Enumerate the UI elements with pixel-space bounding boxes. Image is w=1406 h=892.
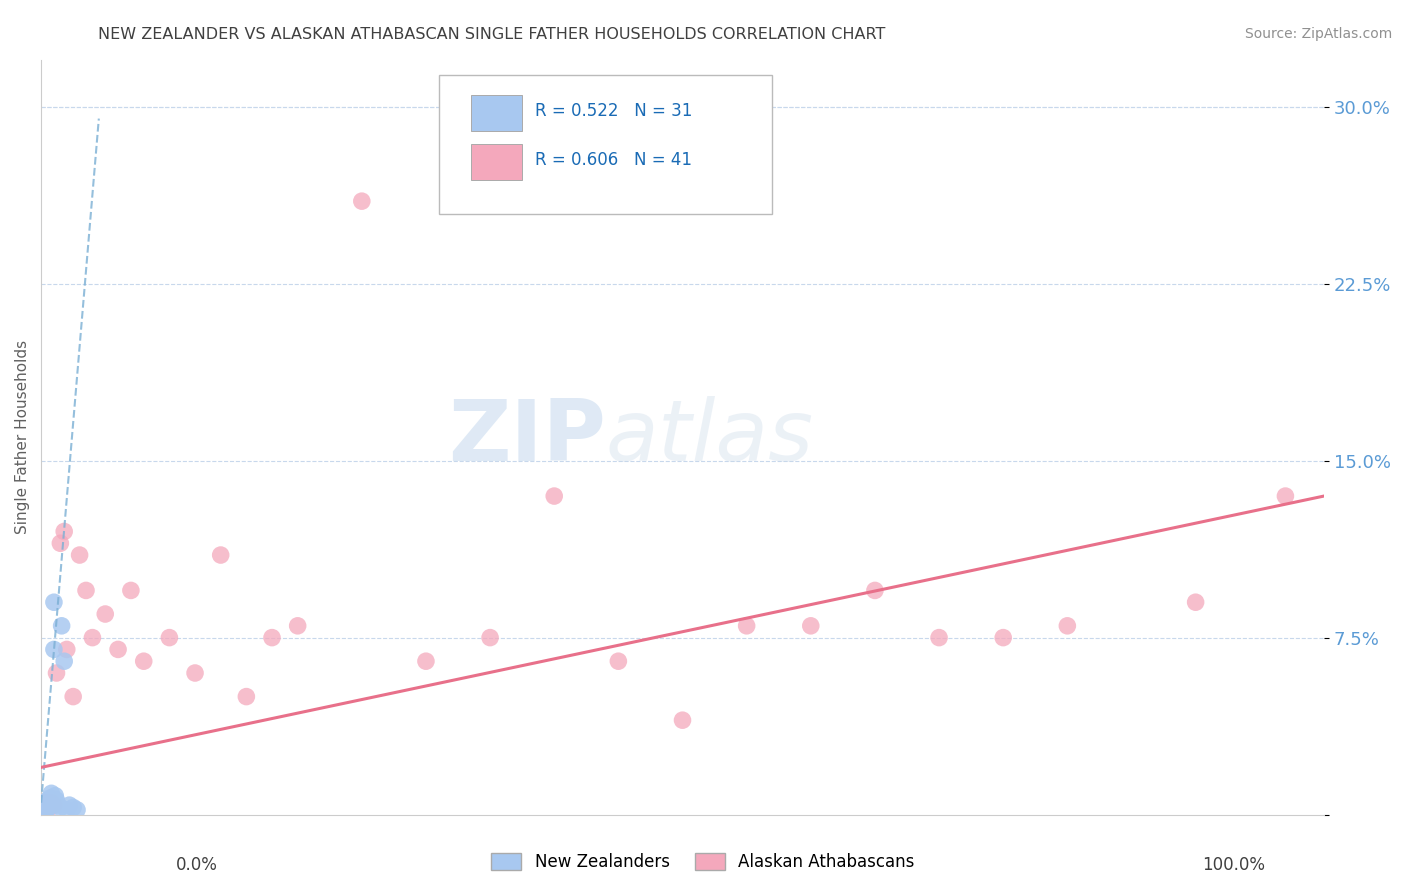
Point [38, 796, 60, 810]
Point [39, 800, 62, 814]
Text: NEW ZEALANDER VS ALASKAN ATHABASCAN SINGLE FATHER HOUSEHOLDS CORRELATION CHART: NEW ZEALANDER VS ALASKAN ATHABASCAN SING… [98, 27, 886, 42]
FancyBboxPatch shape [471, 145, 522, 180]
Point [62, 690, 84, 704]
Point [41, 786, 63, 800]
Point [53, 524, 76, 539]
Point [41, 796, 63, 810]
Point [209, 548, 232, 562]
Point [34, 800, 56, 814]
Point [543, 489, 565, 503]
Point [32, 798, 55, 813]
Point [1056, 619, 1078, 633]
Point [607, 654, 630, 668]
Point [800, 619, 823, 633]
Point [184, 665, 207, 680]
Y-axis label: Single Father Households: Single Father Households [15, 340, 30, 534]
Point [39, 791, 62, 805]
Point [235, 690, 257, 704]
Point [39, 796, 62, 810]
Point [415, 654, 437, 668]
Point [1184, 595, 1206, 609]
Point [928, 631, 950, 645]
Point [58, 798, 80, 813]
Point [69, 548, 91, 562]
Point [34, 796, 56, 810]
Point [287, 619, 309, 633]
Point [31, 800, 53, 814]
Point [53, 654, 76, 668]
Point [107, 642, 129, 657]
Point [37, 793, 59, 807]
Point [55, 803, 77, 817]
Text: atlas: atlas [606, 395, 814, 479]
Point [120, 583, 142, 598]
Legend: New Zealanders, Alaskan Athabascans: New Zealanders, Alaskan Athabascans [484, 845, 922, 880]
Point [42, 595, 65, 609]
Point [350, 194, 373, 209]
Point [260, 631, 283, 645]
Point [132, 654, 155, 668]
Point [32, 798, 55, 813]
Point [82, 631, 104, 645]
Point [38, 798, 60, 813]
Text: 0.0%: 0.0% [176, 856, 218, 874]
Point [55, 642, 77, 657]
Point [51, 619, 73, 633]
Point [42, 798, 65, 813]
Point [35, 796, 58, 810]
Point [49, 800, 72, 814]
Point [38, 800, 60, 814]
Point [37, 800, 59, 814]
Point [31, 803, 53, 817]
Point [993, 631, 1015, 645]
Text: 100.0%: 100.0% [1202, 856, 1265, 874]
Point [66, 803, 89, 817]
Point [75, 583, 97, 598]
Point [41, 796, 63, 810]
Point [45, 665, 67, 680]
Point [863, 583, 886, 598]
Point [45, 793, 67, 807]
Point [32, 800, 55, 814]
Point [32, 803, 55, 817]
Text: R = 0.522   N = 31: R = 0.522 N = 31 [536, 102, 692, 120]
FancyBboxPatch shape [471, 95, 522, 131]
Point [735, 619, 758, 633]
FancyBboxPatch shape [439, 75, 772, 214]
Point [49, 536, 72, 550]
Point [35, 798, 58, 813]
Point [34, 800, 56, 814]
Point [157, 631, 180, 645]
Text: Source: ZipAtlas.com: Source: ZipAtlas.com [1244, 27, 1392, 41]
Point [35, 803, 58, 817]
Text: R = 0.606   N = 41: R = 0.606 N = 41 [536, 151, 692, 169]
Point [46, 798, 69, 813]
Point [37, 800, 59, 814]
Point [62, 800, 84, 814]
Point [479, 631, 502, 645]
Point [31, 796, 53, 810]
Text: ZIP: ZIP [447, 395, 606, 479]
Point [1274, 489, 1296, 503]
Point [671, 713, 693, 727]
Point [42, 642, 65, 657]
Point [31, 796, 53, 810]
Point [94, 607, 117, 621]
Point [44, 789, 66, 803]
Point [34, 803, 56, 817]
